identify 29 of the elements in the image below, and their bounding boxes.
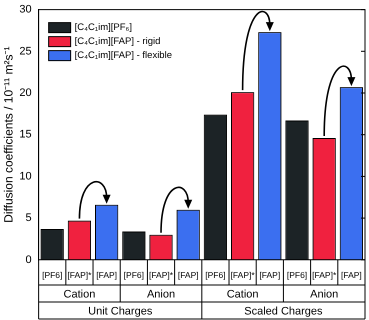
- x-tick-label: [PF6]: [205, 270, 226, 280]
- y-tick-label: 25: [19, 45, 32, 58]
- text: Unit Charges: [88, 306, 153, 318]
- y-tick-label: 5: [26, 212, 32, 224]
- x-tick-label: [FAP]*: [230, 270, 256, 280]
- x-tick-label: [FAP]: [341, 270, 362, 280]
- text: Scaled Charges: [244, 306, 324, 318]
- y-axis-title: Diffusion coefficients / 10⁻¹¹ m²s⁻¹: [2, 46, 16, 223]
- x-tick-label: [FAP]*: [148, 270, 174, 280]
- y-tick-label: 0: [26, 254, 32, 266]
- text: Anion: [310, 288, 338, 301]
- y-tick-label: 10: [19, 170, 32, 182]
- x-tick-label: [FAP]*: [312, 270, 337, 280]
- x-tick-label: [PF6]: [124, 270, 144, 280]
- y-tick-label: 20: [19, 87, 32, 100]
- text: Anion: [146, 288, 176, 301]
- text: Cation: [64, 288, 96, 301]
- y-tick-label: 30: [19, 4, 32, 16]
- legend-label: [C₄C₁im][PF₆]: [74, 22, 132, 34]
- y-tick-label: 15: [19, 128, 32, 141]
- x-tick-label: [PF6]: [42, 270, 62, 280]
- legend-label: [C₄C₁im][FAP] - rigid: [74, 36, 160, 48]
- x-tick-label: [PF6]: [286, 270, 308, 280]
- x-tick-label: [FAP]: [259, 270, 280, 280]
- x-tick-label: [FAP]*: [67, 270, 92, 280]
- legend-label: [C₄C₁im][FAP] - flexible: [74, 50, 172, 62]
- x-tick-label: [FAP]: [178, 270, 199, 280]
- text: Cation: [226, 288, 259, 301]
- x-tick-label: [FAP]: [96, 270, 118, 280]
